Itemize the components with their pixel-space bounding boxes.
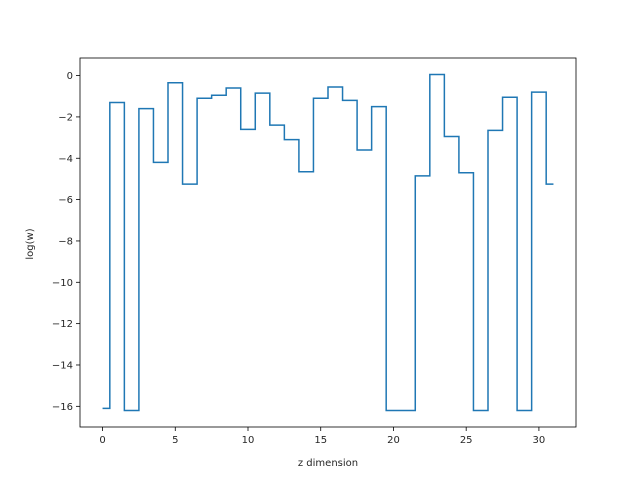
- x-tick-label: 5: [172, 435, 178, 446]
- y-tick-label: −2: [58, 112, 73, 123]
- y-tick-label: −4: [58, 154, 73, 165]
- y-tick-label: −14: [52, 360, 73, 371]
- x-axis-label: z dimension: [298, 458, 358, 469]
- x-tick-label: 10: [242, 435, 255, 446]
- x-tick-label: 15: [314, 435, 327, 446]
- y-axis-label: log(w): [25, 228, 36, 259]
- y-tick-label: −6: [58, 195, 73, 206]
- y-tick-label: −10: [52, 278, 73, 289]
- x-tick-label: 30: [533, 435, 546, 446]
- y-tick-label: −12: [52, 319, 73, 330]
- y-tick-label: −8: [58, 236, 73, 247]
- y-tick-label: −16: [52, 402, 73, 413]
- x-tick-label: 25: [460, 435, 473, 446]
- x-tick-label: 0: [99, 435, 105, 446]
- x-tick-label: 20: [387, 435, 400, 446]
- y-tick-label: 0: [67, 71, 73, 82]
